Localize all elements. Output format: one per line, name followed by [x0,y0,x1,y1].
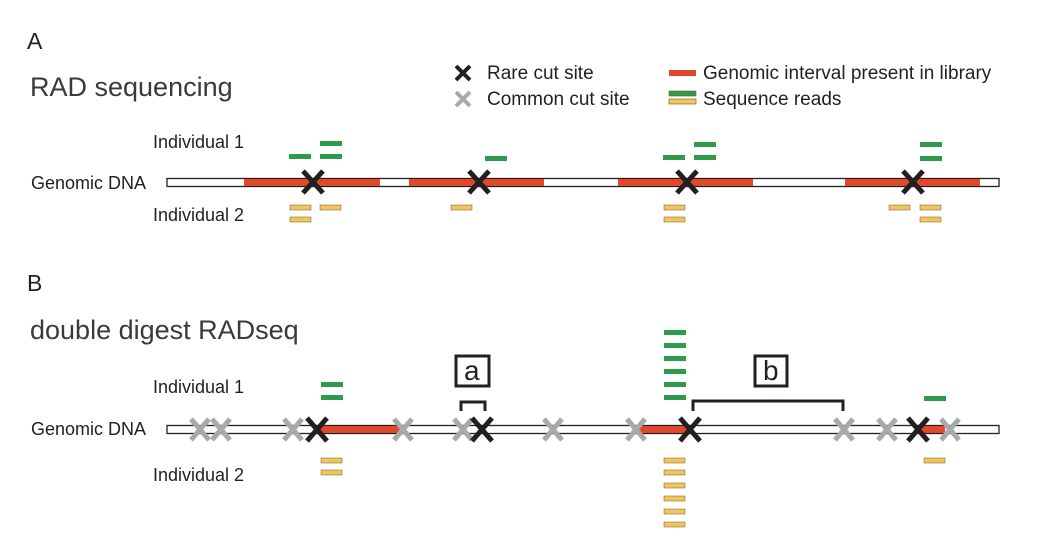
b-common-cut-sites [189,417,961,442]
legend-interval-label: Genomic interval present in library [703,63,992,84]
fragment-a-box [454,354,491,388]
legend-common-cut-label: Common cut site [487,89,630,110]
a-individual-1-reads [289,141,942,161]
b-genomic-intervals [318,426,945,433]
b-individual-1-label: Individual 1 [153,377,245,397]
panel-a-title: RAD sequencing [30,72,233,102]
a-genomic-dna-label: Genomic DNA [31,173,147,193]
panel-b-title: double digest RADseq [30,315,299,345]
legend-reads-swatch [668,90,697,105]
b-individual-2-reads [320,457,946,528]
legend-interval-swatch [669,70,696,76]
fragment-a-bracket [459,400,487,411]
fragment-b-label: b [763,355,779,386]
b-individual-2-label: Individual 2 [153,465,245,485]
legend-rare-cut-label: Rare cut site [487,63,594,84]
b-genomic-dna-label: Genomic DNA [31,419,147,439]
legend-common-cut-icon [454,90,472,108]
legend-rare-cut-icon [454,64,472,82]
b-dna-strand [166,424,1000,435]
b-rare-cut-sites [305,416,930,443]
fragment-b-bracket [691,399,845,411]
a-individual-1-label: Individual 1 [153,132,245,152]
legend-reads-label: Sequence reads [703,89,842,110]
a-rare-cut-sites [301,169,925,195]
fragment-b-box [753,354,789,388]
a-dna-strand [166,177,1000,188]
a-individual-2-reads [289,204,942,223]
b-individual-1-reads [321,330,946,401]
fragment-a-label: a [464,355,480,386]
a-individual-2-label: Individual 2 [153,205,245,225]
panel-b-letter: B [27,270,43,296]
panel-a-letter: A [27,28,43,54]
